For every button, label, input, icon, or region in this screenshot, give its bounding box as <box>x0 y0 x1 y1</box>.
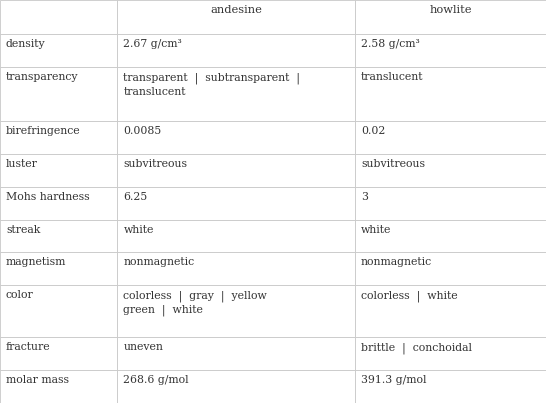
Bar <box>117 337 355 370</box>
Bar <box>355 121 546 154</box>
Bar <box>117 34 355 67</box>
Text: Mohs hardness: Mohs hardness <box>6 192 90 202</box>
Text: molar mass: molar mass <box>6 375 69 385</box>
Bar <box>355 370 546 403</box>
Text: streak: streak <box>6 224 40 235</box>
Text: 0.02: 0.02 <box>361 126 385 136</box>
Bar <box>117 67 355 121</box>
Text: colorless  |  gray  |  yellow
green  |  white: colorless | gray | yellow green | white <box>123 290 267 316</box>
Text: nonmagnetic: nonmagnetic <box>123 257 194 267</box>
Text: subvitreous: subvitreous <box>361 159 425 169</box>
Text: andesine: andesine <box>210 5 262 15</box>
Bar <box>0 121 117 154</box>
Bar <box>0 187 117 220</box>
Bar <box>0 154 117 187</box>
Bar <box>355 34 546 67</box>
Text: uneven: uneven <box>123 343 163 353</box>
Bar <box>355 252 546 285</box>
Text: transparent  |  subtransparent  |
translucent: transparent | subtransparent | transluce… <box>123 72 300 97</box>
Text: magnetism: magnetism <box>6 257 67 267</box>
Bar <box>0 337 117 370</box>
Bar <box>355 154 546 187</box>
Text: fracture: fracture <box>6 343 51 353</box>
Text: brittle  |  conchoidal: brittle | conchoidal <box>361 343 472 354</box>
Text: luster: luster <box>6 159 38 169</box>
Bar <box>117 0 355 34</box>
Text: white: white <box>123 224 154 235</box>
Text: transparency: transparency <box>6 72 79 82</box>
Text: birefringence: birefringence <box>6 126 81 136</box>
Text: 268.6 g/mol: 268.6 g/mol <box>123 375 189 385</box>
Bar <box>0 370 117 403</box>
Bar <box>117 285 355 337</box>
Text: translucent: translucent <box>361 72 423 82</box>
Bar <box>0 220 117 252</box>
Text: color: color <box>6 290 34 300</box>
Bar <box>117 154 355 187</box>
Bar <box>0 285 117 337</box>
Text: howlite: howlite <box>429 5 472 15</box>
Bar <box>355 187 546 220</box>
Bar <box>355 220 546 252</box>
Bar <box>117 121 355 154</box>
Text: density: density <box>6 39 46 50</box>
Text: 0.0085: 0.0085 <box>123 126 162 136</box>
Bar <box>117 370 355 403</box>
Text: white: white <box>361 224 391 235</box>
Text: 6.25: 6.25 <box>123 192 147 202</box>
Text: colorless  |  white: colorless | white <box>361 290 458 301</box>
Bar <box>117 252 355 285</box>
Text: 3: 3 <box>361 192 368 202</box>
Bar <box>0 252 117 285</box>
Text: subvitreous: subvitreous <box>123 159 187 169</box>
Text: nonmagnetic: nonmagnetic <box>361 257 432 267</box>
Bar <box>355 67 546 121</box>
Bar <box>117 187 355 220</box>
Text: 2.67 g/cm³: 2.67 g/cm³ <box>123 39 182 50</box>
Bar <box>355 0 546 34</box>
Text: 391.3 g/mol: 391.3 g/mol <box>361 375 426 385</box>
Text: 2.58 g/cm³: 2.58 g/cm³ <box>361 39 420 50</box>
Bar <box>0 0 117 34</box>
Bar <box>0 34 117 67</box>
Bar <box>117 220 355 252</box>
Bar <box>355 337 546 370</box>
Bar <box>0 67 117 121</box>
Bar <box>355 285 546 337</box>
